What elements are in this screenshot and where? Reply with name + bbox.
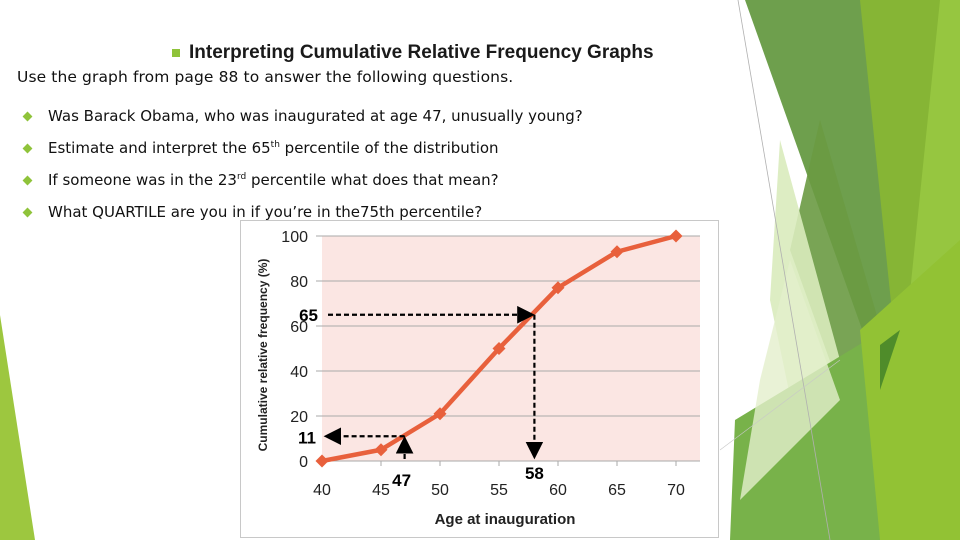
question-item: If someone was in the 23rd percentile wh… bbox=[20, 164, 583, 196]
data-point-marker bbox=[492, 342, 506, 355]
ordinal-suffix: th bbox=[270, 140, 280, 150]
y-tick-label: 80 bbox=[290, 274, 308, 291]
data-point-marker bbox=[433, 407, 447, 421]
y-tick-label: 100 bbox=[281, 229, 308, 246]
diamond-bullet-icon bbox=[22, 111, 33, 121]
question-text: Was Barack Obama, who was inaugurated at… bbox=[48, 107, 583, 125]
x-tick-label: 40 bbox=[313, 482, 331, 499]
x-axis-title: Age at inauguration bbox=[435, 511, 576, 528]
y-tick-label: 60 bbox=[290, 319, 308, 336]
x-tick-label: 45 bbox=[372, 482, 390, 499]
ordinal-suffix: rd bbox=[236, 172, 247, 182]
question-text: If someone was in the 23rd percentile wh… bbox=[48, 171, 499, 189]
data-point-marker bbox=[610, 245, 624, 259]
square-bullet-icon bbox=[172, 49, 180, 57]
plot-area bbox=[322, 236, 700, 461]
x-tick-label: 65 bbox=[608, 482, 626, 499]
x-tick-label: 70 bbox=[667, 482, 685, 499]
diamond-bullet-icon bbox=[22, 143, 33, 153]
annotation-label-x: 58 bbox=[525, 464, 544, 483]
chart-image: 0 20 40 60 80 100 40 45 50 55 60 65 70 Age at inaugur… bbox=[240, 220, 719, 538]
x-tick-label: 60 bbox=[549, 482, 567, 499]
diamond-bullet-icon bbox=[22, 175, 33, 185]
diamond-bullet-icon bbox=[22, 207, 33, 217]
y-tick-label: 40 bbox=[290, 364, 308, 381]
data-point-marker bbox=[315, 454, 329, 468]
question-item: Was Barack Obama, who was inaugurated at… bbox=[20, 100, 583, 132]
data-point-marker bbox=[374, 443, 388, 457]
question-text-part: percentile of the distribution bbox=[279, 139, 499, 157]
data-point-marker bbox=[551, 281, 565, 295]
annotation-label-x: 47 bbox=[392, 471, 411, 490]
y-axis-title: Cumulative relative frequency (%) bbox=[256, 259, 270, 452]
intro-text: Use the graph from page 88 to answer the… bbox=[17, 68, 514, 86]
slide-title: Interpreting Cumulative Relative Frequen… bbox=[172, 38, 654, 68]
data-point-marker bbox=[669, 229, 683, 243]
question-text: Estimate and interpret the 65th percenti… bbox=[48, 139, 499, 157]
slide-title-text: Interpreting Cumulative Relative Frequen… bbox=[189, 42, 654, 63]
x-tick-label: 55 bbox=[490, 482, 508, 499]
y-tick-label: 20 bbox=[290, 409, 308, 426]
y-tick-label: 0 bbox=[299, 454, 308, 471]
question-text-part: percentile what does that mean? bbox=[246, 171, 499, 189]
question-item: Estimate and interpret the 65th percenti… bbox=[20, 132, 583, 164]
question-text-part: If someone was in the 23 bbox=[48, 171, 237, 189]
annotation-label-y: 65 bbox=[299, 306, 318, 325]
question-text: What QUARTILE are you in if you’re in th… bbox=[48, 203, 483, 221]
question-list: Was Barack Obama, who was inaugurated at… bbox=[20, 100, 583, 228]
question-item: What QUARTILE are you in if you’re in th… bbox=[20, 196, 583, 228]
x-tick-label: 50 bbox=[431, 482, 449, 499]
question-text-part: Estimate and interpret the 65 bbox=[48, 139, 271, 157]
annotation-label-y: 11 bbox=[298, 428, 316, 447]
